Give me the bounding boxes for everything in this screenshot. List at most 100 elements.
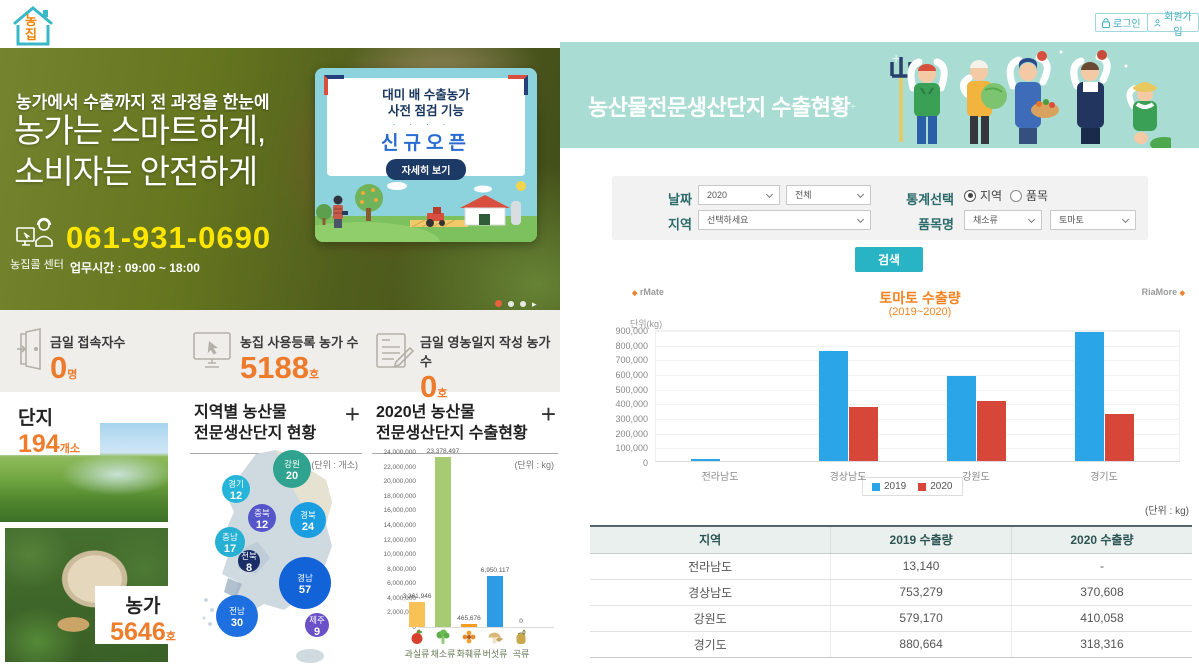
table-cell: 880,664: [830, 631, 1012, 658]
year-select[interactable]: 2020: [698, 185, 780, 205]
rmate-label: rMate: [639, 287, 664, 297]
promo-decoration-dots: ····: [392, 120, 460, 129]
stat-visitors: 금일 접속자수 0명: [50, 332, 125, 385]
top-bar: 로그인 회원가입: [560, 0, 1199, 42]
stat-value: 5188: [240, 350, 309, 385]
stat-registered-farms: 농집 사용등록 농가 수 5188호: [240, 332, 358, 385]
period-select-value: 전체: [795, 190, 812, 200]
stats-bar: 금일 접속자수 0명 농집 사용등록 농가 수 5188호: [0, 310, 560, 404]
item-select[interactable]: 토마토: [1050, 210, 1136, 230]
y-tick-label: 6,000,000: [387, 580, 416, 588]
export-chart-expand-button[interactable]: +: [540, 399, 556, 429]
export-chart-header: 2020년 농산물 전문생산단지 수출현황 +: [372, 395, 558, 454]
category-label: 채소류: [430, 649, 456, 659]
legend-swatch: [872, 482, 880, 491]
item-category-select[interactable]: 채소류: [964, 210, 1042, 230]
radio-region-control[interactable]: [964, 189, 976, 202]
chevron-down-icon: [856, 190, 865, 199]
table-header-cell: 2020 수출량: [1010, 526, 1192, 554]
filter-panel: 날짜 2020 전체 통계선택 지역 품목 지역 선택하세요 품목명 채소류 토…: [612, 176, 1148, 240]
table-cell: -: [1010, 553, 1192, 580]
carousel-dot-1[interactable]: [495, 300, 502, 307]
search-button[interactable]: 검색: [855, 247, 923, 272]
carousel-dot-2[interactable]: [508, 300, 514, 307]
logo[interactable]: 농집: [10, 3, 56, 47]
table-row: 강원도 579,170 410,058: [590, 605, 1192, 632]
farmer-4: [1070, 50, 1111, 144]
chevron-down-icon: [765, 190, 774, 199]
rmate-brand: ◆ rMate: [632, 287, 664, 297]
farmers-illustration: [890, 50, 1171, 148]
table-row: 경상남도 753,279 370,608: [590, 579, 1192, 606]
y-tick-label: 20,000,000: [383, 478, 416, 486]
bar-2019-경기도[interactable]: [1075, 332, 1104, 461]
chevron-down-icon: [1027, 215, 1036, 224]
right-panel: 로그인 회원가입 농산물전문생산단지 수출현황: [560, 0, 1199, 669]
carousel-play-icon[interactable]: ▸: [532, 298, 537, 309]
promo-line2: 사전 점검 기능: [388, 104, 464, 118]
complex-count-box: 단지 194개소: [0, 395, 100, 458]
bar-채소류: [435, 457, 451, 627]
broccoli-icon: [436, 629, 450, 644]
promo-banner[interactable]: 대미 배 수출농가 사전 점검 기능 ···· 신규오픈 자세히 보기: [315, 68, 537, 242]
bar-2019-전라남도[interactable]: [691, 459, 720, 461]
radio-item[interactable]: 품목: [1010, 187, 1048, 204]
rmate-logo-icon: ◆: [632, 290, 638, 297]
radio-region[interactable]: 지역: [964, 187, 1002, 204]
flower-icon: [462, 630, 476, 644]
promo-detail-button[interactable]: 자세히 보기: [385, 159, 467, 180]
y-tick-label: 2,000,000: [387, 609, 416, 617]
stat-label: 농집 사용등록 농가 수: [240, 335, 359, 350]
chart-legend: 2019 2020: [862, 477, 963, 496]
farm-unit: 호: [165, 631, 176, 643]
region-map-expand-button[interactable]: +: [344, 399, 360, 429]
farm-value: 5646: [110, 618, 166, 646]
bar-2019-강원도[interactable]: [947, 376, 976, 461]
title-line2: 전문생산단지 현황: [194, 425, 317, 442]
radio-item-control[interactable]: [1010, 189, 1022, 202]
period-select[interactable]: 전체: [786, 185, 871, 205]
table-cell: 753,279: [830, 579, 1012, 606]
legend-item-2020: 2020: [918, 481, 953, 492]
farm-label: 농가: [125, 596, 161, 617]
table-unit-note: (단위 : kg): [1145, 506, 1189, 517]
signup-button[interactable]: 회원가입: [1147, 12, 1199, 38]
bar-2019-경상남도[interactable]: [819, 351, 848, 461]
signup-label: 회원가입: [1164, 11, 1192, 38]
region-select[interactable]: 선택하세요: [698, 210, 871, 230]
region-map-header: 지역별 농산물 전문생산단지 현황 +: [190, 395, 362, 454]
bar-2020-경상남도[interactable]: [849, 407, 878, 461]
y-tick-label: 22,000,000: [383, 463, 416, 471]
y-tick-label: 4,000,000: [387, 594, 416, 602]
map-bubble-전북: 전북8: [238, 550, 260, 574]
bar-value-label: 6,950,117: [480, 567, 510, 574]
stat-unit: 호: [308, 369, 320, 381]
carousel-dots: ▸: [495, 298, 537, 309]
door-icon: [17, 328, 41, 370]
gridline: [656, 360, 1179, 362]
svg-text:경남: 경남: [297, 573, 313, 583]
bar-2020-경기도[interactable]: [1105, 414, 1134, 461]
gridline: [656, 331, 1179, 332]
svg-text:57: 57: [299, 584, 311, 596]
complex-value: 194: [18, 430, 60, 458]
login-label: 로그인: [1113, 19, 1141, 30]
carousel-dot-3[interactable]: [520, 300, 526, 307]
farmer-2: [960, 60, 1007, 144]
bar-2020-강원도[interactable]: [977, 401, 1006, 461]
table-head: 지역 2019 수출량 2020 수출량: [590, 526, 1192, 554]
login-button[interactable]: 로그인: [1095, 13, 1148, 32]
bar-버섯류: [487, 576, 503, 627]
hero-tagline: 농가에서 수출까지 전 과정을 한눈에: [16, 93, 270, 112]
y-tick-label: 400,000: [615, 399, 648, 410]
y-axis-unit-label: 단위(kg): [630, 319, 663, 329]
svg-text:8: 8: [246, 562, 252, 574]
grain-icon: [516, 629, 526, 644]
page-banner: 농산물전문생산단지 수출현황: [560, 42, 1199, 148]
map-bubble-제주: 제주9: [305, 613, 329, 638]
y-tick-label: 16,000,000: [383, 507, 416, 515]
export-data-table: 지역 2019 수출량 2020 수출량 전라남도 13,140- 경상남도 753,27…: [590, 525, 1192, 658]
